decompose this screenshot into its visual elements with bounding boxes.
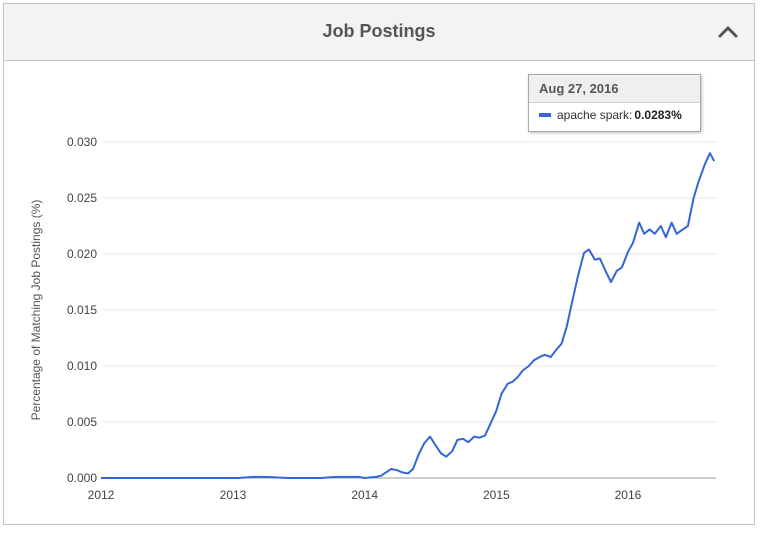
x-tick-label: 2016 [615,488,642,502]
y-axis-label: Percentage of Matching Job Postings (%) [29,200,43,421]
series-layer [101,152,716,479]
tooltip-series-label: apache spark: [557,108,633,122]
y-tick-label: 0.015 [67,303,97,317]
x-tick-label: 2015 [483,488,510,502]
panel-header: Job Postings [4,4,754,61]
panel-title: Job Postings [322,21,436,41]
tooltip-row: apache spark: 0.0283% [539,108,682,122]
y-tick-label: 0.010 [67,359,97,373]
hover-tooltip: Aug 27, 2016 apache spark: 0.0283% [528,74,701,132]
series-swatch [539,112,551,117]
collapse-button[interactable] [716,20,740,44]
y-tick-label: 0.005 [67,415,97,429]
y-tick-label: 0.025 [67,191,97,205]
chevron-up-icon [718,26,738,38]
y-tick-label: 0.030 [67,135,97,149]
x-tick-label: 2012 [88,488,115,502]
tooltip-value: 0.0283% [634,108,682,122]
grid-layer [101,141,716,423]
series-line-apache-spark [101,152,716,479]
y-tick-label: 0.000 [67,471,97,485]
x-tick-label: 2013 [220,488,247,502]
axis-layer: 0.000 0.005 0.010 0.015 0.020 0.025 0.030 2012 2… [29,135,716,502]
x-tick-label: 2014 [351,488,378,502]
y-tick-label: 0.020 [67,247,97,261]
tooltip-date: Aug 27, 2016 [529,75,700,103]
